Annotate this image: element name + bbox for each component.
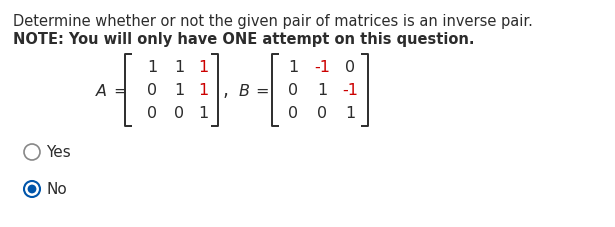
- Text: 1: 1: [198, 106, 208, 121]
- Text: -1: -1: [342, 83, 358, 98]
- Text: 1: 1: [174, 83, 184, 98]
- Text: 0: 0: [147, 106, 157, 121]
- Text: 1: 1: [317, 83, 327, 98]
- Text: 1: 1: [174, 60, 184, 75]
- Text: 0: 0: [288, 106, 298, 121]
- Text: 0: 0: [174, 106, 184, 121]
- Text: $A$: $A$: [95, 83, 108, 99]
- Text: 1: 1: [345, 106, 355, 121]
- Text: No: No: [46, 182, 67, 197]
- Text: Yes: Yes: [46, 145, 71, 160]
- Text: 1: 1: [288, 60, 298, 75]
- Text: 0: 0: [147, 83, 157, 98]
- Text: 0: 0: [288, 83, 298, 98]
- Text: 0: 0: [317, 106, 327, 121]
- Text: =: =: [113, 83, 127, 98]
- Text: =: =: [255, 83, 269, 98]
- Text: Determine whether or not the given pair of matrices is an inverse pair.: Determine whether or not the given pair …: [13, 14, 533, 29]
- Text: 1: 1: [198, 60, 208, 75]
- Text: 0: 0: [345, 60, 355, 75]
- Text: -1: -1: [314, 60, 330, 75]
- Text: $B$: $B$: [238, 83, 250, 99]
- Text: 1: 1: [198, 83, 208, 98]
- Text: NOTE: You will only have ONE attempt on this question.: NOTE: You will only have ONE attempt on …: [13, 32, 475, 47]
- Text: 1: 1: [147, 60, 157, 75]
- Text: ,: ,: [223, 81, 229, 100]
